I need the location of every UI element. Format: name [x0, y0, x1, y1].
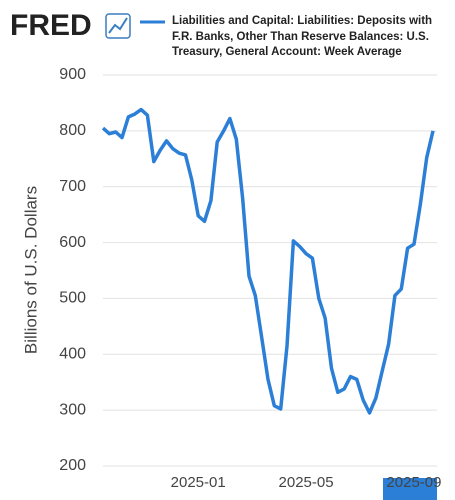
y-tick-label: 400 — [59, 346, 86, 363]
y-tick-label: 700 — [59, 178, 86, 195]
x-tick-label: 2025-01 — [171, 474, 226, 491]
y-tick-label: 300 — [59, 401, 86, 418]
logo: FRED — [10, 9, 92, 42]
y-tick-label: 900 — [59, 66, 86, 83]
y-tick-label: 500 — [59, 290, 86, 307]
y-tick-label: 200 — [59, 457, 86, 474]
y-tick-label: 800 — [59, 122, 86, 139]
x-tick-label: 2025-09 — [386, 474, 441, 491]
x-tick-label: 2025-05 — [279, 474, 334, 491]
data-line — [101, 107, 435, 415]
overlay-button[interactable] — [383, 478, 437, 500]
y-axis-label: Billions of U.S. Dollars — [21, 186, 40, 354]
y-tick-label: 600 — [59, 234, 86, 251]
logo-icon — [105, 13, 131, 39]
legend-text: Liabilities and Capital: Liabilities: De… — [172, 15, 433, 58]
